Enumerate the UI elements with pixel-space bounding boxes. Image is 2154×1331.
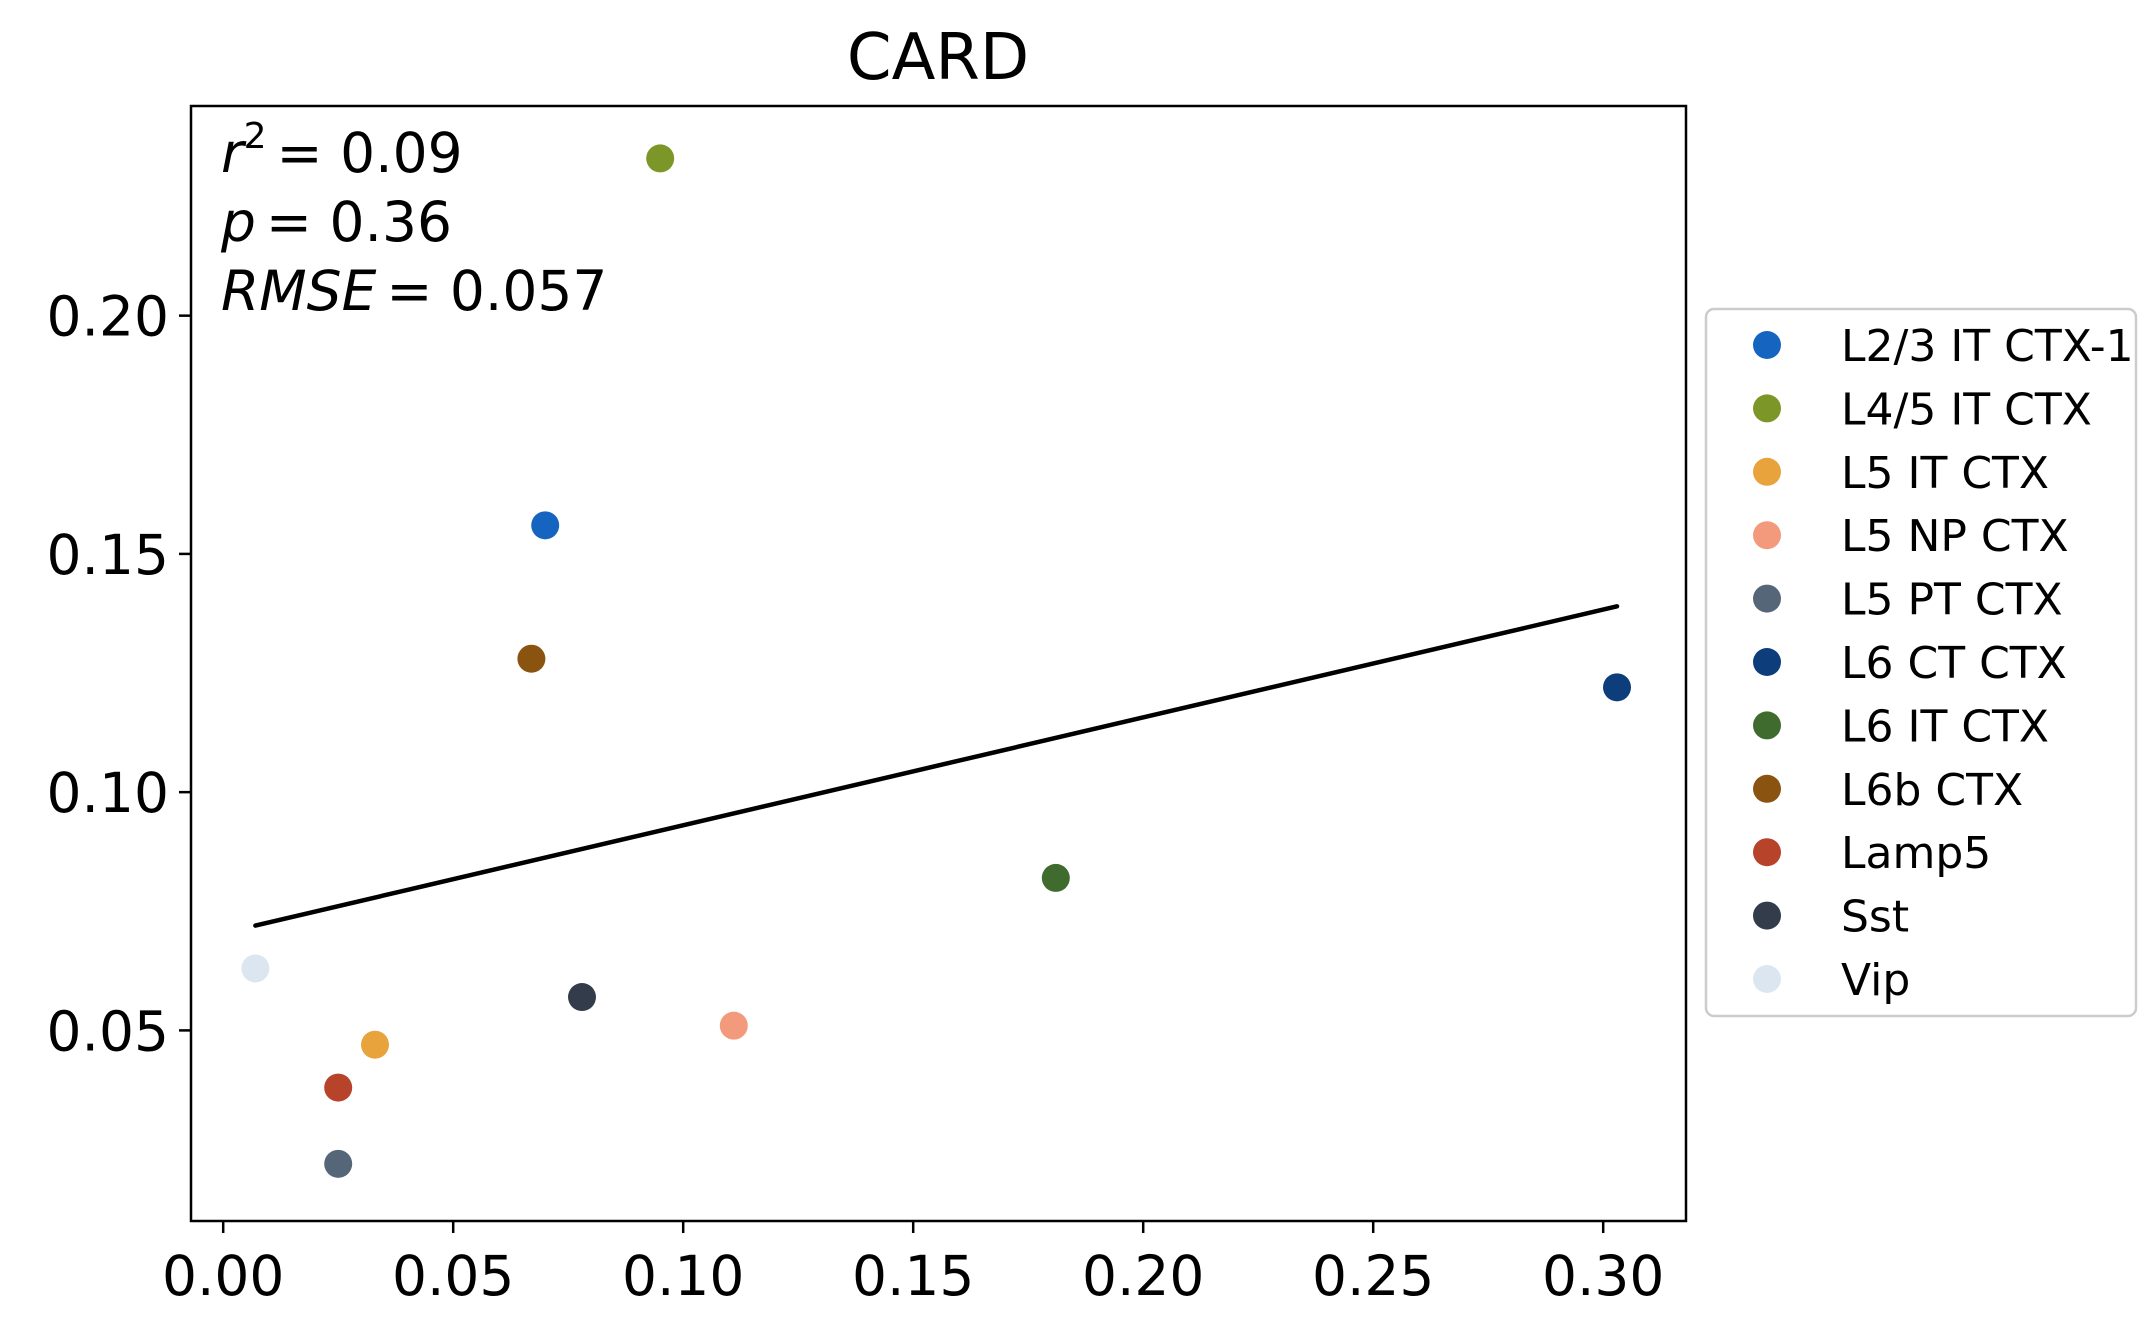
legend: L2/3 IT CTX-1 L4/5 IT CTX L5 IT CTX L5 NP C… <box>1704 307 2138 1018</box>
legend-marker <box>1753 901 1781 930</box>
legend-label: Lamp5 <box>1841 828 1991 879</box>
y-tick-label: 0.15 <box>47 523 169 587</box>
legend-label: L2/3 IT CTX-1 <box>1841 321 2134 372</box>
legend-marker <box>1753 711 1781 740</box>
legend-frame <box>1704 307 2138 1018</box>
data-point <box>1603 673 1631 702</box>
x-tick-label: 0.20 <box>1082 1244 1204 1308</box>
stats-annotation: r2 = 0.09 p = 0.36 RMSE = 0.057 <box>220 116 607 323</box>
legend-label: L5 IT CTX <box>1841 448 2049 499</box>
y-tick-label: 0.05 <box>47 999 169 1063</box>
legend-marker <box>1753 774 1781 803</box>
data-point <box>646 144 675 173</box>
legend-label: Sst <box>1841 892 1909 943</box>
legend-label: L6 CT CTX <box>1841 638 2067 689</box>
legend-marker <box>1753 521 1781 550</box>
r-squared-text: r2 = 0.09 <box>221 116 463 185</box>
plot-frame <box>189 104 1688 1223</box>
rmse-text: RMSE = 0.057 <box>221 259 607 323</box>
legend-marker <box>1753 457 1781 486</box>
data-point <box>719 1011 748 1040</box>
x-axis-ticks: 0.00 0.05 0.10 0.15 0.20 0.25 0.30 <box>162 1221 1664 1308</box>
legend-label: L6 IT CTX <box>1841 701 2049 752</box>
legend-label: L6b CTX <box>1841 765 2023 816</box>
legend-label: Vip <box>1841 955 1910 1006</box>
x-tick-label: 0.15 <box>852 1244 974 1308</box>
data-point <box>568 983 596 1012</box>
legend-label: L5 PT CTX <box>1841 575 2063 626</box>
legend-marker <box>1753 331 1781 359</box>
y-tick-label: 0.10 <box>47 761 169 825</box>
chart-title: CARD <box>847 21 1029 95</box>
y-tick-label: 0.20 <box>47 285 169 349</box>
y-axis-ticks: 0.05 0.10 0.15 0.20 <box>47 285 191 1063</box>
legend-marker <box>1753 838 1781 867</box>
data-point <box>531 511 560 540</box>
x-tick-label: 0.05 <box>392 1244 514 1308</box>
data-point <box>324 1149 353 1178</box>
data-point <box>361 1030 389 1059</box>
data-point <box>517 644 546 673</box>
legend-label: L4/5 IT CTX <box>1841 384 2092 435</box>
legend-label: L5 NP CTX <box>1841 511 2069 562</box>
data-points <box>241 144 1631 1178</box>
data-point <box>1041 863 1070 892</box>
x-tick-label: 0.10 <box>622 1244 744 1308</box>
x-tick-label: 0.30 <box>1542 1244 1664 1308</box>
legend-marker <box>1753 584 1781 613</box>
x-tick-label: 0.00 <box>162 1244 284 1308</box>
regression-line-group <box>253 604 1620 928</box>
data-point <box>324 1073 353 1102</box>
legend-marker <box>1753 965 1781 993</box>
x-tick-label: 0.25 <box>1312 1244 1434 1308</box>
data-point <box>241 954 270 983</box>
p-value-text: p = 0.36 <box>220 190 452 254</box>
regression-line <box>253 604 1620 928</box>
legend-marker <box>1753 394 1781 423</box>
legend-marker <box>1753 648 1781 676</box>
